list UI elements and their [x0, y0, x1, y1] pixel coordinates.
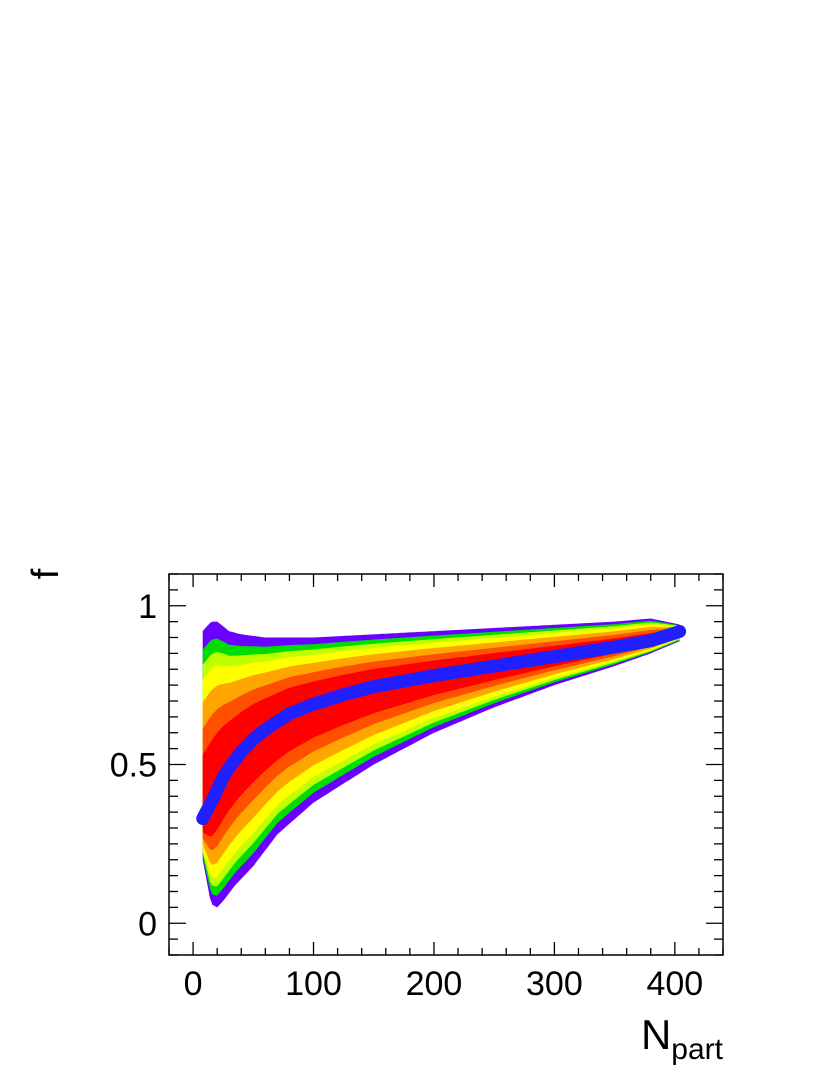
density-band-6	[202, 629, 680, 837]
x-axis-title-main: N	[641, 1011, 671, 1058]
x-tick-label: 0	[184, 965, 203, 1003]
y-tick-label: 1	[138, 588, 157, 626]
x-axis-title: Npart	[641, 1011, 724, 1066]
tick-labels: 0 100 200 300 400 0 0.5 1	[110, 588, 703, 1003]
axis-ticks	[168, 573, 724, 956]
y-axis-title: f	[25, 568, 67, 579]
y-tick-label: 0.5	[110, 747, 157, 785]
x-tick-label: 400	[646, 965, 703, 1003]
x-tick-label: 300	[526, 965, 583, 1003]
density-bands	[202, 618, 680, 908]
x-tick-label: 200	[406, 965, 463, 1003]
x-axis-title-subscript: part	[671, 1033, 723, 1066]
x-tick-label: 100	[285, 965, 342, 1003]
ridge-line	[196, 625, 687, 825]
y-tick-label: 0	[138, 905, 157, 943]
